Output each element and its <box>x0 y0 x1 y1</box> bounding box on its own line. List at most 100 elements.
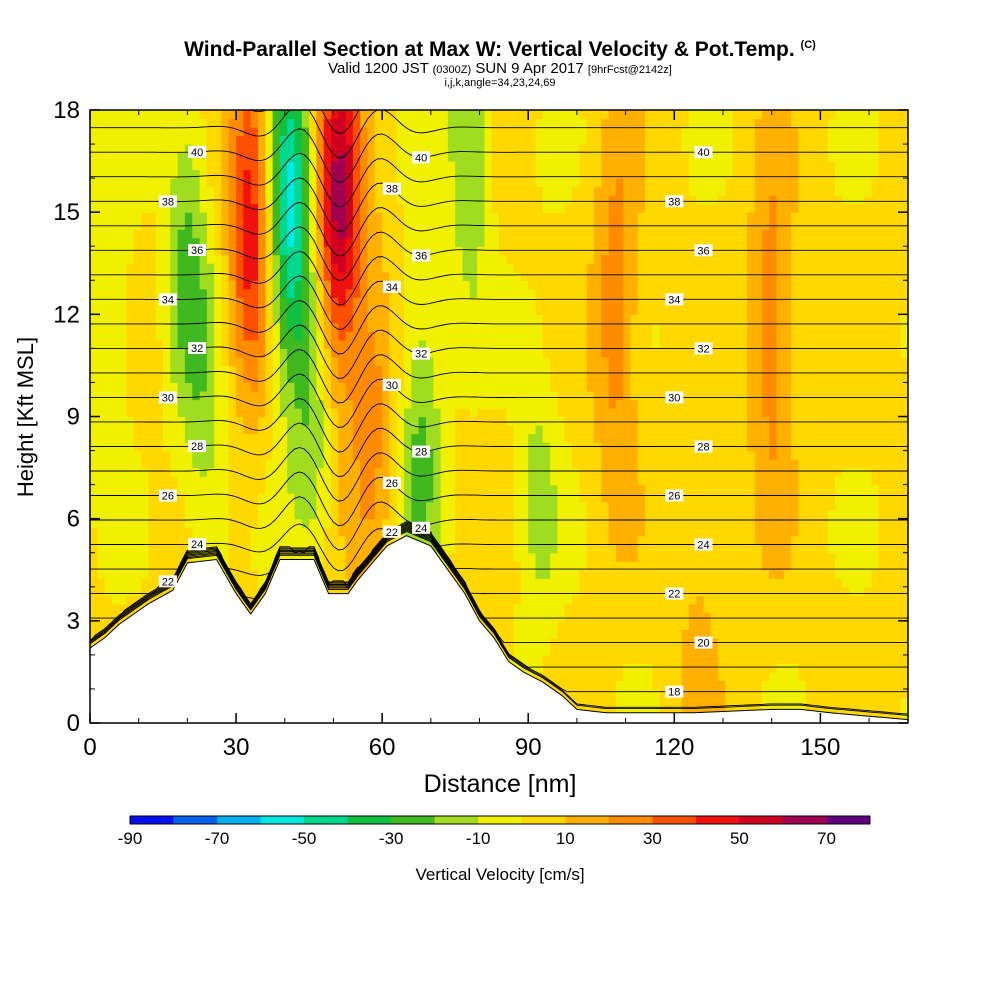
w-cell <box>221 229 230 239</box>
w-cell <box>119 178 128 188</box>
w-cell <box>265 552 274 562</box>
w-cell <box>104 161 113 171</box>
w-cell <box>250 237 259 247</box>
w-cell <box>455 229 464 239</box>
w-cell <box>440 450 449 460</box>
w-cell <box>469 229 478 239</box>
w-cell <box>367 322 376 332</box>
w-cell <box>433 416 442 426</box>
w-cell <box>287 169 296 179</box>
w-cell <box>243 603 252 613</box>
w-cell <box>455 152 464 162</box>
w-cell <box>126 178 135 188</box>
w-cell <box>301 476 310 486</box>
w-cell <box>564 620 573 630</box>
w-cell <box>550 331 558 341</box>
w-cell <box>119 373 128 383</box>
w-cell <box>491 373 500 383</box>
w-cell <box>90 629 98 639</box>
w-cell <box>199 391 208 401</box>
w-cell <box>572 135 580 145</box>
w-cell <box>535 459 544 469</box>
w-cell <box>484 510 493 520</box>
w-cell <box>382 314 390 324</box>
w-cell <box>404 476 412 486</box>
w-cell <box>141 144 149 154</box>
w-cell <box>557 433 566 443</box>
w-cell <box>520 356 529 366</box>
w-cell <box>557 339 566 349</box>
w-cell <box>90 297 98 307</box>
w-cell <box>155 552 164 562</box>
w-cell <box>206 203 215 213</box>
w-cell <box>564 646 573 656</box>
w-cell <box>133 561 142 571</box>
w-cell <box>513 578 522 588</box>
w-cell <box>228 544 237 554</box>
w-cell <box>564 425 573 435</box>
w-cell <box>506 552 515 562</box>
w-cell <box>243 425 252 435</box>
w-cell <box>345 348 354 358</box>
w-cell <box>462 169 471 179</box>
w-cell <box>279 348 288 358</box>
w-cell <box>484 578 493 588</box>
w-cell <box>170 373 179 383</box>
w-cell <box>550 391 558 401</box>
w-cell <box>535 586 544 596</box>
w-cell <box>104 586 113 596</box>
w-cell <box>126 144 135 154</box>
w-cell <box>287 220 296 230</box>
w-cell <box>126 212 135 222</box>
w-cell <box>141 459 149 469</box>
w-cell <box>564 476 573 486</box>
w-cell <box>177 382 186 392</box>
w-cell <box>323 271 332 281</box>
w-cell <box>221 331 230 341</box>
w-cell <box>206 433 215 443</box>
w-cell <box>550 110 558 120</box>
w-cell <box>192 356 201 366</box>
w-cell <box>477 408 485 418</box>
w-cell <box>155 161 164 171</box>
w-cell <box>564 373 573 383</box>
w-cell <box>426 339 434 349</box>
w-cell <box>199 331 208 341</box>
w-cell <box>345 254 354 264</box>
w-cell <box>389 110 398 120</box>
w-cell <box>411 459 420 469</box>
w-cell <box>469 484 478 494</box>
w-cell <box>572 220 580 230</box>
w-cell <box>250 186 259 196</box>
w-cell <box>572 322 580 332</box>
w-cell <box>148 450 157 460</box>
w-cell <box>440 442 449 452</box>
w-cell <box>133 578 142 588</box>
w-cell <box>455 127 464 137</box>
w-cell <box>440 501 449 511</box>
w-cell <box>499 280 507 290</box>
w-cell <box>447 305 456 315</box>
w-cell <box>111 467 120 477</box>
w-cell <box>250 373 259 383</box>
w-cell <box>469 442 478 452</box>
w-cell <box>352 297 361 307</box>
w-cell <box>352 399 361 409</box>
w-cell <box>491 603 500 613</box>
w-cell <box>374 391 383 401</box>
w-cell <box>484 169 493 179</box>
w-cell <box>258 297 266 307</box>
w-cell <box>206 365 215 375</box>
w-cell <box>228 365 237 375</box>
w-cell <box>345 322 354 332</box>
w-cell <box>192 229 201 239</box>
w-cell <box>104 561 113 571</box>
w-cell <box>111 569 120 579</box>
w-cell <box>462 518 471 528</box>
w-cell <box>528 569 537 579</box>
w-cell <box>513 450 522 460</box>
w-cell <box>513 322 522 332</box>
w-cell <box>367 144 376 154</box>
w-cell <box>214 118 223 128</box>
